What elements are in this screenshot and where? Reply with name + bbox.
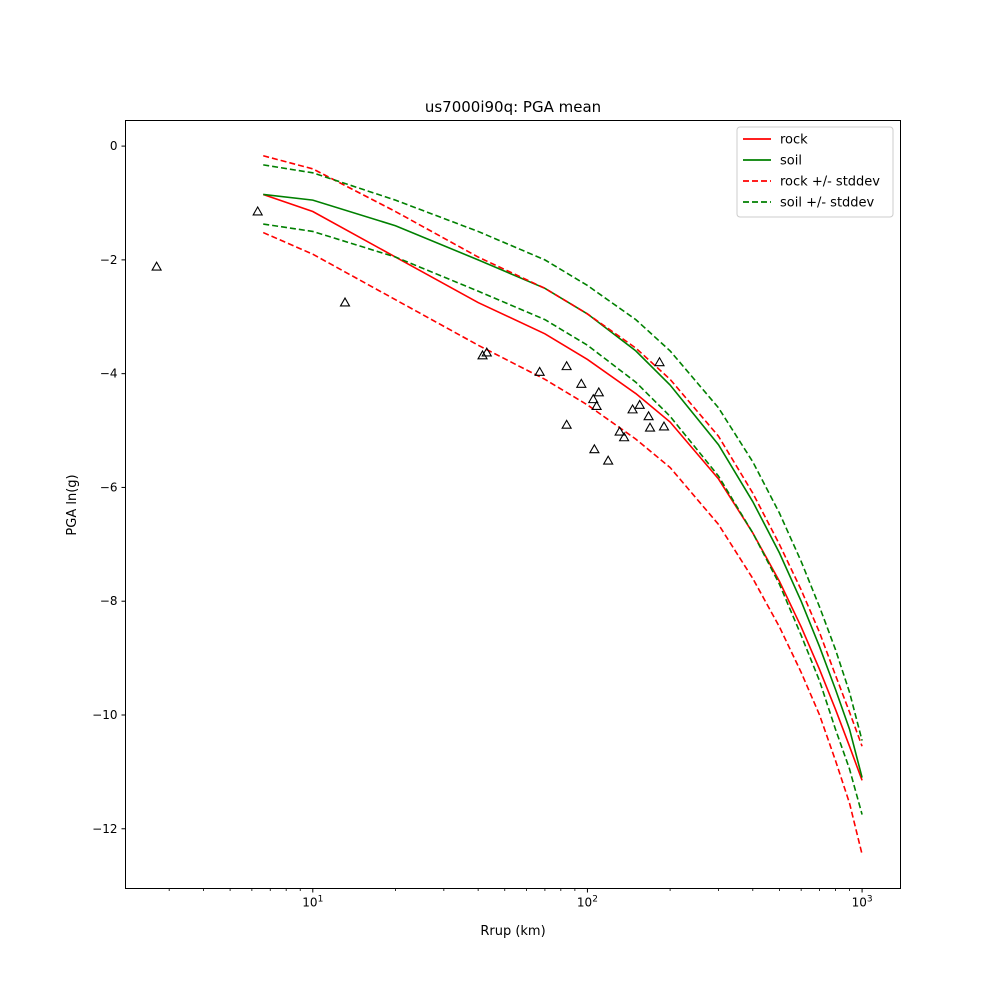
observation-marker [658, 420, 670, 431]
plot-area [151, 154, 863, 855]
observation-marker [477, 349, 488, 360]
y-tick-label: −8 [100, 594, 118, 608]
observation-marker [561, 360, 573, 371]
axis-ticks: 0 −2 −4 −6 −8 −10 −12 101 102 103 [92, 139, 872, 909]
observation-marker [654, 356, 665, 367]
observation-marker [252, 205, 264, 216]
axes-frame [125, 120, 901, 889]
observation-marker [602, 455, 614, 465]
legend: rock soil rock +/- stddev soil +/- stddev [736, 126, 894, 218]
observation-marker [634, 399, 646, 409]
observation-marker [575, 378, 587, 388]
observation-marker [588, 443, 600, 454]
y-tick-label: 0 [110, 139, 118, 153]
observation-marker [561, 419, 573, 429]
x-tick-label: 101 [302, 895, 323, 910]
observation-marker [534, 366, 546, 376]
x-tick-label: 103 [852, 895, 873, 910]
observation-marker [614, 426, 626, 436]
series-line-rock-stddev [263, 154, 863, 747]
chart-title: us7000i90q: PGA mean [425, 98, 601, 116]
observation-marker [481, 347, 493, 357]
observation-marker [339, 296, 351, 307]
series-line-soil-stddev [263, 223, 863, 815]
legend-label-soil-stddev: soil +/- stddev [780, 196, 875, 211]
legend-label-rock-stddev: rock +/- stddev [780, 175, 880, 190]
x-axis-label: Rrup (km) [480, 924, 545, 939]
y-tick-label: −10 [92, 708, 117, 722]
observation-marker [587, 393, 599, 404]
y-tick-label: −2 [100, 253, 118, 267]
y-tick-label: −4 [100, 367, 118, 381]
series-line-rock-stddev [262, 231, 863, 855]
y-tick-label: −6 [100, 480, 118, 494]
legend-box [736, 126, 894, 218]
series-line-soil [263, 193, 863, 778]
y-tick-label: −12 [92, 822, 117, 836]
observation-marker [644, 422, 656, 432]
x-tick-label: 102 [577, 895, 598, 910]
series-line-rock [262, 193, 863, 781]
observation-marker [627, 403, 639, 414]
observation-marker [591, 400, 603, 411]
observation-marker [593, 386, 605, 397]
legend-label-rock: rock [780, 133, 808, 148]
observation-marker [618, 431, 630, 442]
observation-marker [151, 261, 163, 271]
series-line-soil-stddev [263, 164, 863, 741]
legend-label-soil: soil [780, 154, 802, 169]
observation-marker [643, 410, 655, 421]
y-axis-label: PGA ln(g) [65, 474, 80, 535]
